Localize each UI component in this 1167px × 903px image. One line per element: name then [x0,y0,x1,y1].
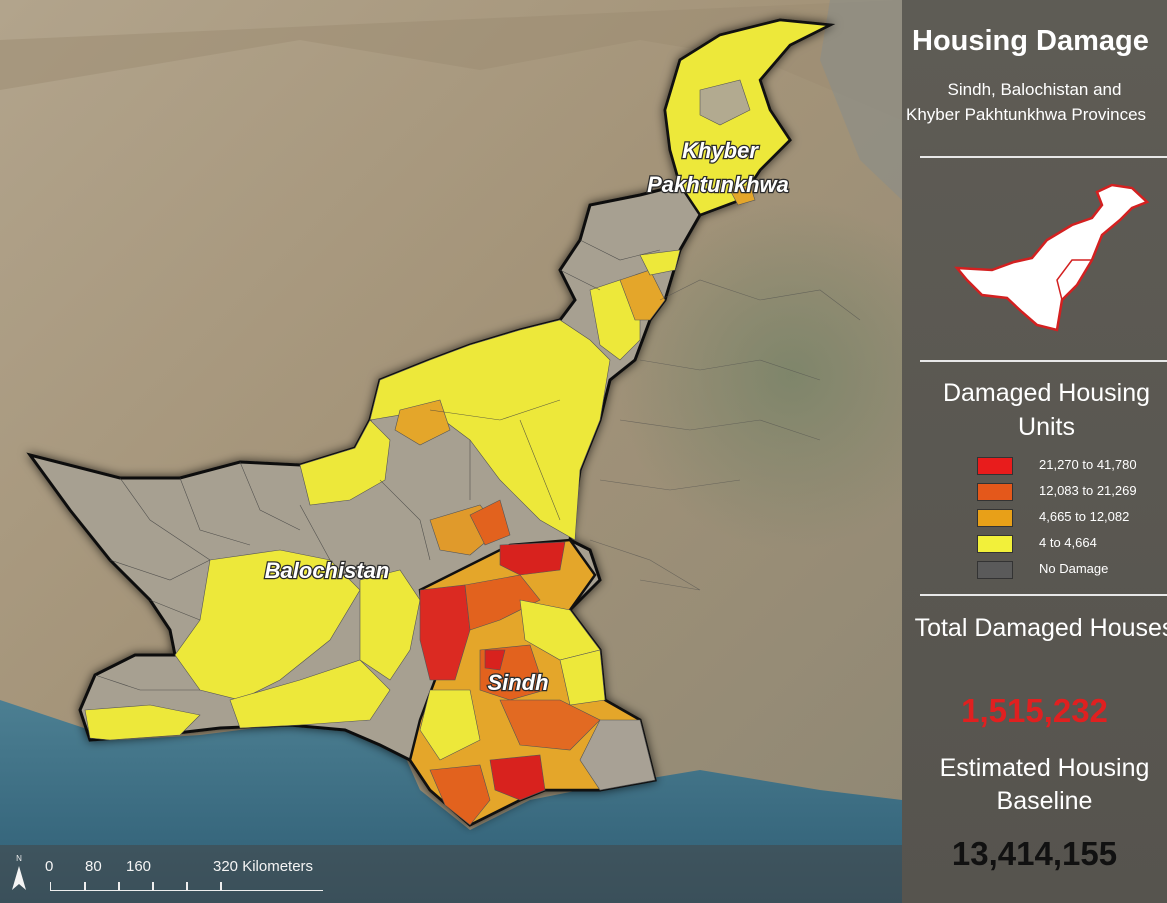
legend-label: No Damage [1039,561,1109,576]
scale-tick-160: 160 [126,858,152,875]
scale-bar-area [0,845,902,903]
scale-minor-tick [118,882,120,890]
map-view[interactable]: Khyber Pakhtunkhwa Balochistan Sindh [0,0,902,903]
scale-tick-320: 320 Kilometers [213,858,314,875]
scale-bar-line [50,882,323,891]
panel-title: Housing Damage [912,25,1149,57]
legend-swatch [977,561,1013,579]
legend-label: 12,083 to 21,269 [1039,483,1137,498]
legend-label: 21,270 to 41,780 [1039,457,1137,472]
mountain-shading [820,0,902,200]
svg-text:N: N [16,854,22,863]
northern-ridges [0,0,902,120]
total-damaged-value: 1,515,232 [961,692,1108,729]
district-lines [94,239,661,691]
balochistan-districts [84,269,666,741]
panel-subtitle-line2: Khyber Pakhtunkhwa Provinces [906,105,1147,124]
legend-swatch [977,483,1013,501]
label-pakhtunkhwa: Pakhtunkhwa [647,172,789,197]
sindh-districts [408,538,657,827]
khyber-pakhtunkhwa-districts [639,18,835,276]
total-damaged-label: Total Damaged Houses [914,614,1167,642]
map-canvas: Khyber Pakhtunkhwa Balochistan Sindh [0,0,902,903]
baseline-value: 13,414,155 [951,835,1118,872]
north-arrow-icon: N [12,854,26,890]
scale-tick-0: 0 [45,858,54,875]
info-panel: Housing Damage Sindh, Balochistan and Kh… [902,0,1167,903]
legend-title: Damaged Housing Units [942,379,1151,441]
label-balochistan: Balochistan [265,558,390,583]
divider [920,594,1167,596]
scale-tick-80: 80 [85,858,102,875]
baseline-label: Estimated Housing Baseline [939,754,1150,815]
locator-map [954,183,1150,332]
divider [920,156,1167,158]
scale-minor-tick [84,882,86,890]
punjab-lines [589,279,861,591]
legend-swatch [977,457,1013,475]
legend-label: 4 to 4,664 [1039,535,1097,550]
divider [920,360,1167,362]
scale-minor-tick [186,882,188,890]
legend-swatch [977,535,1013,553]
scale-minor-tick [220,882,222,890]
label-sindh: Sindh [487,670,548,695]
scale-minor-tick [152,882,154,890]
panel-subtitle-line1: Sindh, Balochistan and [947,80,1122,99]
label-khyber: Khyber [682,138,759,163]
legend-swatch [977,509,1013,527]
legend-label: 4,665 to 12,082 [1039,509,1130,524]
